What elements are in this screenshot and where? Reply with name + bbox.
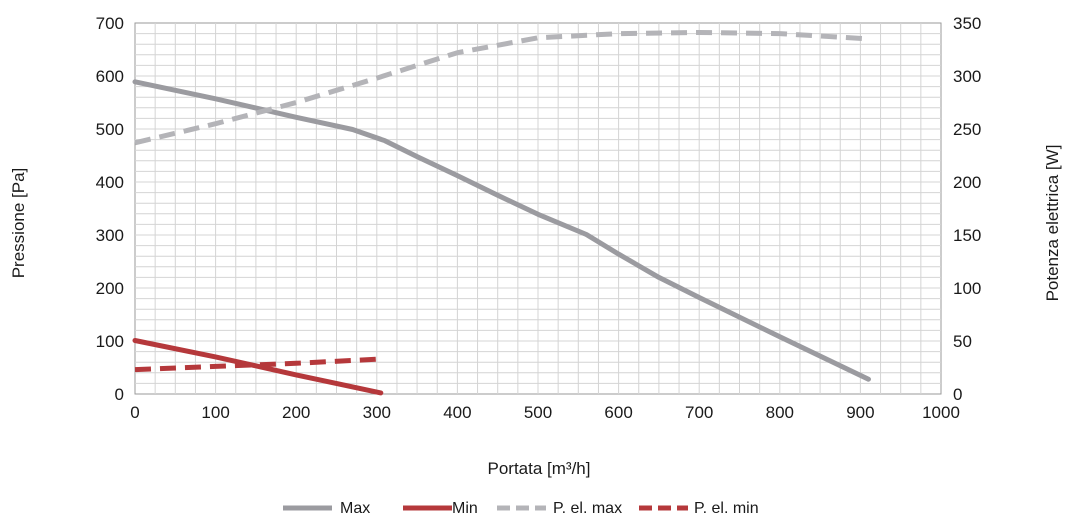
y2-tick-label: 150 — [953, 226, 981, 245]
legend-label: Max — [340, 500, 370, 517]
y-tick-label: 0 — [115, 385, 124, 404]
x-axis-title: Portata [m³/h] — [488, 459, 591, 478]
x-tick-label: 0 — [130, 403, 139, 422]
y-tick-label: 600 — [96, 67, 124, 86]
grid — [134, 22, 942, 395]
y-tick-label: 100 — [96, 332, 124, 351]
x-tick-label: 1000 — [922, 403, 960, 422]
tick-labels: 0 100 200 300 400 500 600 700 800 900 100001002003… — [96, 14, 982, 422]
legend-label: Min — [452, 500, 478, 517]
y2-tick-label: 0 — [953, 385, 962, 404]
legend-label: P. el. max — [553, 500, 622, 517]
series-line-p-el-max — [134, 30, 869, 146]
y-tick-label: 400 — [96, 173, 124, 192]
x-tick-label: 100 — [201, 403, 229, 422]
y2-tick-label: 100 — [953, 279, 981, 298]
y2-tick-label: 350 — [953, 14, 981, 33]
x-tick-label: 200 — [282, 403, 310, 422]
legend: Max Min P. el. max P. el. min — [283, 500, 759, 517]
series-line-min — [132, 338, 384, 396]
x-tick-label: 600 — [604, 403, 632, 422]
x-tick-label: 800 — [766, 403, 794, 422]
y2-tick-label: 300 — [953, 67, 981, 86]
x-tick-label: 300 — [363, 403, 391, 422]
x-tick-label: 500 — [524, 403, 552, 422]
y-tick-label: 200 — [96, 279, 124, 298]
x-tick-label: 700 — [685, 403, 713, 422]
series-group — [132, 30, 871, 396]
series-line-p-el-min — [134, 356, 381, 373]
y-tick-label: 700 — [96, 14, 124, 33]
x-tick-label: 900 — [846, 403, 874, 422]
y2-tick-label: 50 — [953, 332, 972, 351]
y-tick-label: 300 — [96, 226, 124, 245]
legend-label: P. el. min — [694, 500, 759, 517]
series-line-max — [132, 79, 871, 382]
y-tick-label: 500 — [96, 120, 124, 139]
y2-axis-title: Potenza elettrica [W] — [1043, 145, 1062, 302]
x-tick-label: 400 — [443, 403, 471, 422]
y2-tick-label: 250 — [953, 120, 981, 139]
y2-tick-label: 200 — [953, 173, 981, 192]
y-axis-title: Pressione [Pa] — [9, 168, 28, 279]
